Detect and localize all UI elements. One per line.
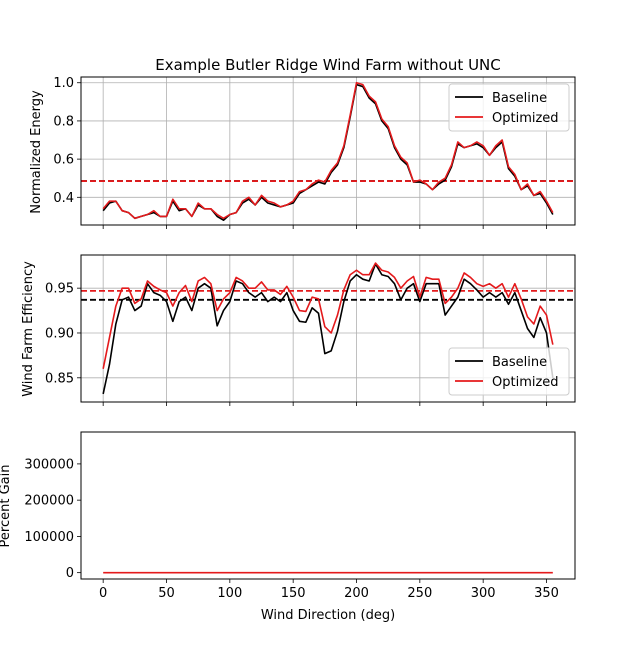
energy-legend-baseline-label: Baseline — [492, 91, 547, 106]
efficiency-ticks: 0.85 0.90 0.95 — [45, 282, 547, 406]
energy-series-optimized — [102, 81, 554, 220]
efficiency-y-tick-label-0.9: 0.90 — [45, 326, 74, 341]
efficiency-legend-box — [448, 347, 570, 396]
efficiency-series — [81, 262, 575, 395]
energy-series-baseline — [102, 83, 554, 222]
efficiency-series-baseline — [102, 263, 554, 395]
energy-grid — [81, 77, 575, 225]
gain-x-tick-label-100: 100 — [217, 586, 242, 601]
energy-ticks: 0.4 0.6 0.8 1.0 — [53, 76, 547, 229]
gain-panel: Percent Gain 0 50 100 150 200 250 300 350 0 10000… — [0, 431, 576, 623]
gain-x-tick-label-250: 250 — [407, 586, 432, 601]
energy-y-tick-label-0.6: 0.6 — [53, 153, 74, 168]
gain-x-tick-label-350: 350 — [534, 586, 559, 601]
efficiency-y-axis-label: Wind Farm Efficiency — [21, 261, 36, 397]
gain-x-tick-label-300: 300 — [471, 586, 496, 601]
energy-y-tick-label-1: 1.0 — [53, 76, 74, 91]
efficiency-axes-frame — [80, 254, 576, 403]
energy-legend: Baseline Optimized — [448, 83, 570, 132]
gain-y-axis-label: Percent Gain — [0, 465, 13, 548]
efficiency-legend-optimized-label: Optimized — [492, 375, 559, 390]
efficiency-y-tick-label-0.95: 0.95 — [45, 282, 74, 297]
energy-legend-box — [448, 83, 570, 132]
gain-x-tick-label-200: 200 — [344, 586, 369, 601]
efficiency-legend-baseline-label: Baseline — [492, 355, 547, 370]
gain-x-tick-label-0: 0 — [99, 586, 107, 601]
efficiency-series-optimized — [102, 262, 554, 369]
gain-axes-frame — [80, 431, 576, 580]
energy-series — [81, 81, 575, 222]
gain-x-tick-label-50: 50 — [158, 586, 175, 601]
gain-y-tick-label-0: 0 — [66, 566, 74, 581]
gain-x-tick-label-150: 150 — [281, 586, 306, 601]
gain-y-tick-label-100000: 100000 — [24, 530, 74, 545]
efficiency-legend: Baseline Optimized — [448, 347, 570, 396]
gain-y-tick-label-200000: 200000 — [24, 494, 74, 509]
energy-axes-frame — [80, 76, 576, 226]
gain-ticks: 0 50 100 150 200 250 300 350 0 100000 200000 300000 — [24, 457, 559, 601]
energy-panel: Example Butler Ridge Wind Farm without U… — [29, 56, 576, 229]
chart-title: Example Butler Ridge Wind Farm without U… — [155, 56, 501, 74]
gain-y-tick-label-300000: 300000 — [24, 457, 74, 472]
efficiency-y-tick-label-0.85: 0.85 — [45, 371, 74, 386]
energy-y-tick-label-0.4: 0.4 — [53, 191, 74, 206]
efficiency-panel: Wind Farm Efficiency 0.85 0.90 0.95 Baseli… — [21, 254, 576, 406]
x-axis-label: Wind Direction (deg) — [261, 608, 395, 623]
energy-y-tick-label-0.8: 0.8 — [53, 114, 74, 129]
energy-legend-optimized-label: Optimized — [492, 111, 559, 126]
energy-y-axis-label: Normalized Energy — [29, 90, 44, 214]
